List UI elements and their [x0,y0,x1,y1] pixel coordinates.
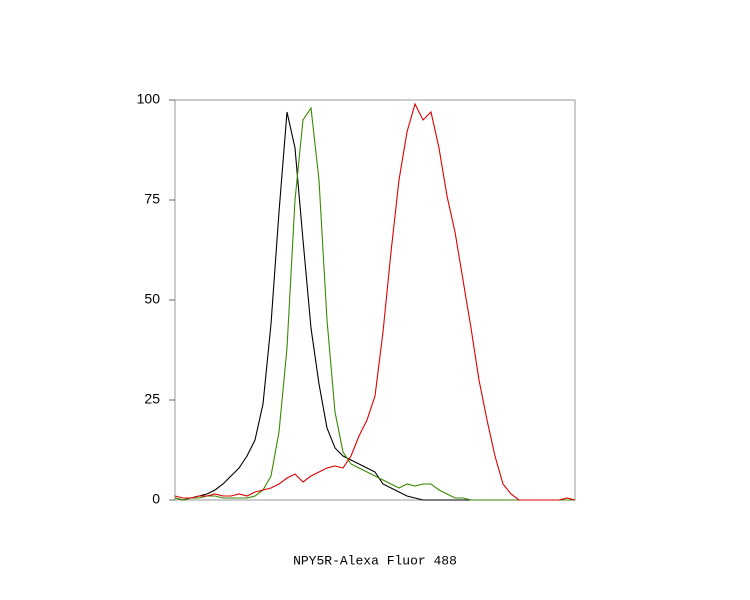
line-series [174,102,576,501]
y-tick-label: 50 [144,291,160,307]
plot-frame [174,99,576,501]
line-series [174,106,575,501]
y-tick-label: 0 [152,491,160,507]
y-tick-label: 100 [137,91,161,107]
y-tick-label: 75 [144,191,160,207]
line-series [174,111,575,501]
x-axis-label: NPY5R-Alexa Fluor 488 [293,553,457,568]
y-tick-label: 25 [144,391,160,407]
